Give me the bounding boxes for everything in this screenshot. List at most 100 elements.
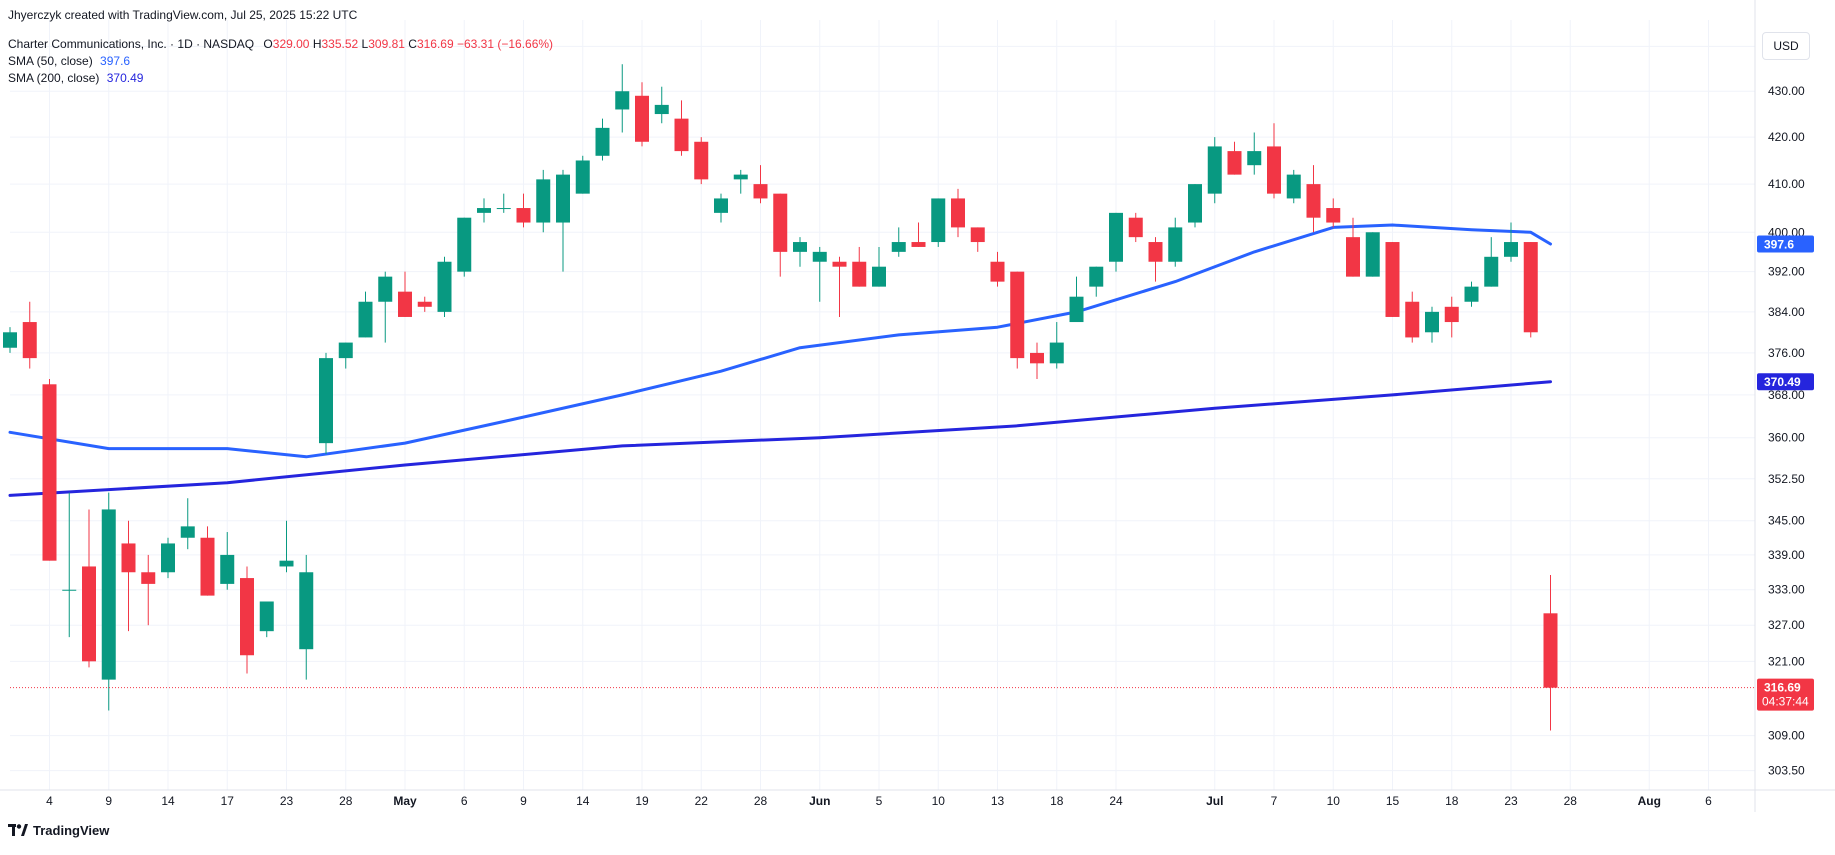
candle[interactable] [299,554,314,680]
candle[interactable] [674,100,689,156]
candle[interactable] [358,291,373,338]
candle[interactable] [3,327,17,353]
candle[interactable] [200,526,215,596]
candle[interactable] [812,246,827,302]
sma200-line[interactable] [8,380,1552,497]
candle[interactable] [654,86,669,124]
candle[interactable] [1326,198,1341,228]
candle[interactable] [694,137,709,185]
candle[interactable] [220,532,235,590]
candle[interactable] [1425,306,1439,343]
candle[interactable] [398,271,412,317]
candle[interactable] [437,256,452,317]
tradingview-brand[interactable]: TradingView [8,823,109,838]
candle-body [279,560,294,567]
candle[interactable] [970,227,985,252]
candle[interactable] [1365,232,1380,277]
candle[interactable] [753,165,768,204]
candle[interactable] [872,246,886,287]
candle[interactable] [1306,165,1321,233]
candle[interactable] [773,193,788,277]
currency-button[interactable]: USD [1762,32,1810,60]
sma50-legend[interactable]: SMA (50, close) 397.6 [8,54,130,68]
y-tick-label: 303.50 [1768,764,1805,778]
candle[interactable] [62,492,77,638]
candle[interactable] [832,256,847,317]
candle-body [1504,242,1518,257]
candle[interactable] [1405,291,1420,343]
candle[interactable] [575,155,590,194]
candle[interactable] [536,169,551,233]
candle[interactable] [1286,169,1301,204]
sma50-axis-marker[interactable]: 397.6 [1757,235,1814,253]
candle[interactable] [1148,237,1163,282]
candle[interactable] [1444,296,1459,338]
candle[interactable] [1168,217,1183,267]
candle[interactable] [733,169,748,194]
candle[interactable] [891,227,906,257]
candle[interactable] [1543,575,1558,731]
candle[interactable] [911,222,926,247]
sma200-axis-marker[interactable]: 370.49 [1757,373,1814,391]
candle[interactable] [1267,123,1281,199]
candle[interactable] [852,246,867,287]
x-tick-label: 23 [280,794,294,808]
symbol-legend[interactable]: Charter Communications, Inc. · 1D · NASD… [8,37,553,51]
candle[interactable] [793,237,807,267]
sma50-line[interactable] [8,223,1552,459]
candle[interactable] [1227,141,1242,175]
candle[interactable] [1030,342,1044,380]
y-tick-label: 410.00 [1768,177,1805,191]
candle[interactable] [338,342,353,369]
candle[interactable] [1089,266,1104,297]
candle[interactable] [1247,132,1262,175]
candle[interactable] [161,537,175,579]
candle[interactable] [951,188,965,238]
candle[interactable] [378,271,393,343]
candle[interactable] [1385,242,1400,317]
candle[interactable] [42,379,57,561]
candle[interactable] [1049,322,1064,369]
candle[interactable] [259,601,274,638]
x-tick-label: 23 [1504,794,1518,808]
candle[interactable] [496,193,511,213]
candle[interactable] [595,118,610,161]
candle[interactable] [1128,212,1143,243]
candle[interactable] [714,193,728,223]
candle[interactable] [1109,212,1123,272]
candle-body [536,179,551,223]
candle[interactable] [615,64,630,133]
candle[interactable] [319,352,333,455]
candle[interactable] [1484,237,1499,287]
candle[interactable] [990,251,1005,287]
candle[interactable] [477,198,491,223]
candle[interactable] [635,82,649,147]
candle[interactable] [1188,184,1202,228]
last-price-axis-marker-text: 316.69 [1764,681,1801,695]
candle[interactable] [556,169,570,272]
candle[interactable] [279,520,294,573]
candle[interactable] [417,296,432,312]
candle[interactable] [82,509,96,668]
candle[interactable] [1523,242,1538,338]
candle[interactable] [240,566,254,674]
candle[interactable] [1464,281,1479,307]
candle[interactable] [931,198,946,247]
candle[interactable] [1069,276,1084,323]
candle[interactable] [457,217,472,277]
candle[interactable] [516,193,531,228]
candle[interactable] [101,492,116,711]
candle[interactable] [1207,137,1222,204]
sma200-legend[interactable]: SMA (200, close) 370.49 [8,71,143,85]
candle-body [22,322,37,359]
candle[interactable] [180,498,195,550]
candle[interactable] [141,554,156,626]
candle[interactable] [1346,217,1360,277]
candle[interactable] [121,520,136,632]
candle[interactable] [1010,271,1025,369]
candle[interactable] [1504,222,1518,262]
candle[interactable] [22,301,37,369]
